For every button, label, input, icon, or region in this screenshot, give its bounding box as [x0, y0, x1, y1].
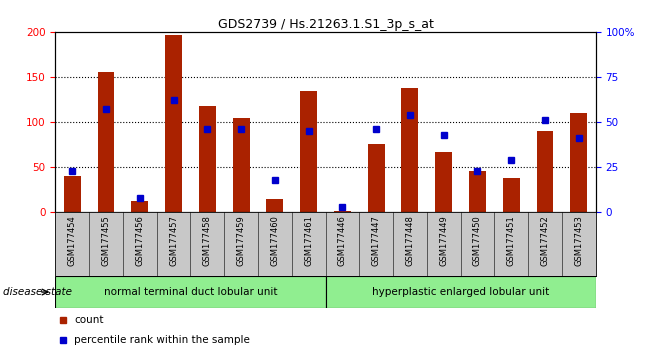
- Text: GSM177458: GSM177458: [203, 216, 212, 267]
- Text: GSM177448: GSM177448: [406, 216, 415, 267]
- Bar: [199, 106, 215, 212]
- Text: GSM177460: GSM177460: [270, 216, 279, 267]
- Text: GSM177459: GSM177459: [236, 216, 245, 266]
- Bar: [326, 276, 596, 308]
- Bar: [469, 171, 486, 212]
- Text: GSM177446: GSM177446: [338, 216, 347, 267]
- Text: normal terminal duct lobular unit: normal terminal duct lobular unit: [104, 287, 277, 297]
- Text: hyperplastic enlarged lobular unit: hyperplastic enlarged lobular unit: [372, 287, 549, 297]
- Bar: [368, 144, 385, 212]
- Bar: [64, 176, 81, 212]
- Text: GSM177457: GSM177457: [169, 216, 178, 267]
- Text: GSM177453: GSM177453: [574, 216, 583, 267]
- Text: GSM177447: GSM177447: [372, 216, 381, 267]
- Text: GSM177449: GSM177449: [439, 216, 448, 266]
- Bar: [536, 131, 553, 212]
- Bar: [334, 211, 351, 212]
- Bar: [55, 276, 325, 308]
- Text: GSM177451: GSM177451: [506, 216, 516, 266]
- Title: GDS2739 / Hs.21263.1.S1_3p_s_at: GDS2739 / Hs.21263.1.S1_3p_s_at: [217, 18, 434, 31]
- Bar: [436, 152, 452, 212]
- Text: GSM177461: GSM177461: [304, 216, 313, 267]
- Text: GSM177454: GSM177454: [68, 216, 77, 266]
- Text: GSM177452: GSM177452: [540, 216, 549, 266]
- Bar: [402, 88, 419, 212]
- Bar: [165, 35, 182, 212]
- Bar: [132, 201, 148, 212]
- Bar: [266, 199, 283, 212]
- Bar: [232, 118, 249, 212]
- Text: count: count: [74, 315, 104, 325]
- Bar: [98, 73, 115, 212]
- Text: GSM177450: GSM177450: [473, 216, 482, 266]
- Bar: [570, 113, 587, 212]
- Bar: [300, 91, 317, 212]
- Text: percentile rank within the sample: percentile rank within the sample: [74, 335, 250, 345]
- Bar: [503, 178, 519, 212]
- Text: GSM177456: GSM177456: [135, 216, 145, 267]
- Text: disease state: disease state: [3, 287, 72, 297]
- Text: GSM177455: GSM177455: [102, 216, 111, 266]
